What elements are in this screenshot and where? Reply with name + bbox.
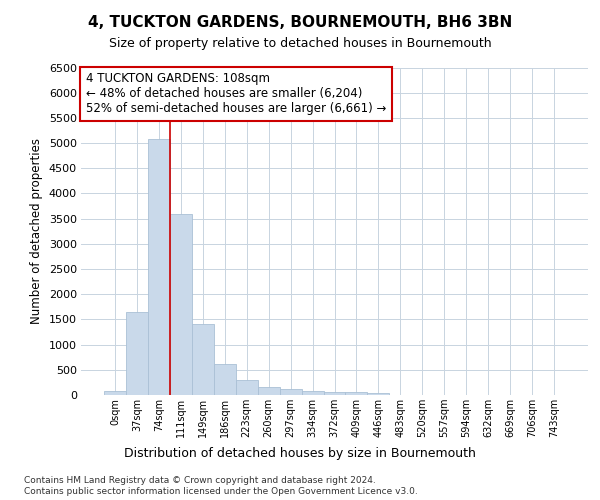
- Bar: [302, 391, 323, 395]
- Text: 4 TUCKTON GARDENS: 108sqm
← 48% of detached houses are smaller (6,204)
52% of se: 4 TUCKTON GARDENS: 108sqm ← 48% of detac…: [86, 72, 386, 116]
- Bar: [126, 312, 148, 395]
- Text: Size of property relative to detached houses in Bournemouth: Size of property relative to detached ho…: [109, 38, 491, 51]
- Bar: [170, 214, 192, 395]
- Bar: [323, 392, 346, 395]
- Bar: [214, 364, 236, 395]
- Bar: [257, 388, 280, 395]
- Bar: [148, 140, 170, 395]
- Text: Distribution of detached houses by size in Bournemouth: Distribution of detached houses by size …: [124, 448, 476, 460]
- Bar: [236, 380, 257, 395]
- Bar: [104, 391, 126, 395]
- Bar: [367, 392, 389, 395]
- Text: Contains public sector information licensed under the Open Government Licence v3: Contains public sector information licen…: [24, 487, 418, 496]
- Bar: [192, 324, 214, 395]
- Bar: [346, 392, 367, 395]
- Bar: [280, 390, 302, 395]
- Text: 4, TUCKTON GARDENS, BOURNEMOUTH, BH6 3BN: 4, TUCKTON GARDENS, BOURNEMOUTH, BH6 3BN: [88, 15, 512, 30]
- Text: Contains HM Land Registry data © Crown copyright and database right 2024.: Contains HM Land Registry data © Crown c…: [24, 476, 376, 485]
- Y-axis label: Number of detached properties: Number of detached properties: [30, 138, 43, 324]
